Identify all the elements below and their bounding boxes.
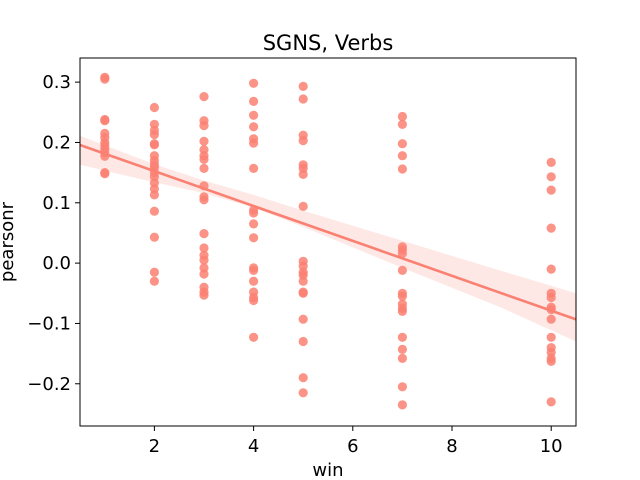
y-tick-label: 0.3 — [42, 72, 71, 93]
data-point — [298, 373, 308, 383]
data-point — [149, 276, 159, 286]
data-point — [298, 81, 308, 91]
data-point — [397, 306, 407, 316]
x-tick-label: 10 — [540, 436, 563, 457]
data-point — [149, 267, 159, 277]
data-point — [249, 295, 259, 306]
data-point — [397, 139, 407, 149]
data-point — [249, 332, 259, 342]
data-point — [546, 332, 556, 342]
data-point — [199, 136, 209, 146]
regression-line — [79, 143, 577, 321]
data-point — [199, 255, 209, 265]
data-point — [546, 264, 556, 274]
data-point — [397, 151, 407, 161]
data-point — [397, 248, 407, 259]
data-point — [249, 163, 259, 173]
x-tick-label: 8 — [446, 436, 457, 457]
plot-frame — [79, 57, 577, 427]
data-point — [199, 121, 209, 131]
data-point — [546, 314, 556, 324]
data-point — [397, 353, 407, 363]
data-point — [199, 195, 209, 205]
data-point — [298, 336, 308, 347]
y-axis-ticks: −0.2 −0.1 0.0 0.1 0.2 0.3 — [27, 72, 80, 395]
data-point — [546, 356, 556, 366]
data-point — [249, 265, 259, 275]
data-point — [298, 314, 308, 324]
data-point — [199, 290, 209, 300]
data-point — [149, 190, 159, 200]
data-point — [249, 219, 259, 229]
data-point — [199, 243, 209, 253]
data-point — [199, 92, 209, 102]
y-tick-label: −0.2 — [27, 374, 71, 395]
x-axis-label: win — [312, 460, 343, 480]
data-point — [100, 116, 110, 126]
data-point — [546, 223, 556, 233]
data-point — [397, 400, 407, 410]
y-tick-label: −0.1 — [27, 313, 71, 334]
data-point — [546, 157, 556, 167]
data-point — [298, 276, 308, 286]
data-point — [397, 119, 407, 129]
data-point — [199, 154, 209, 164]
data-point — [249, 122, 259, 132]
data-point — [298, 388, 308, 398]
data-point — [199, 269, 209, 279]
data-point — [298, 136, 308, 146]
data-point — [249, 138, 259, 148]
x-tick-label: 6 — [347, 436, 358, 457]
data-point — [298, 169, 308, 179]
data-point — [149, 232, 159, 242]
x-tick-label: 2 — [149, 436, 160, 457]
data-point — [397, 265, 407, 275]
data-point — [249, 233, 259, 243]
data-point — [397, 291, 407, 301]
y-tick-label: 0.1 — [42, 193, 71, 214]
data-point — [546, 185, 556, 195]
x-tick-label: 4 — [248, 436, 259, 457]
data-point — [397, 332, 407, 342]
data-point — [249, 208, 259, 218]
regression-line-layer — [79, 143, 577, 321]
data-point — [199, 229, 209, 239]
data-point — [546, 397, 556, 407]
data-point — [298, 94, 308, 104]
data-point — [199, 163, 209, 173]
data-point — [149, 130, 159, 140]
y-axis-label: pearsonr — [0, 201, 18, 282]
data-point — [397, 382, 407, 392]
data-point — [546, 172, 556, 182]
data-point — [249, 110, 259, 120]
data-point — [397, 164, 407, 174]
data-point — [249, 276, 259, 286]
data-point — [149, 102, 159, 113]
data-point — [149, 206, 159, 216]
data-point — [249, 96, 259, 106]
data-point — [100, 169, 110, 179]
data-point — [397, 111, 407, 122]
data-point — [100, 74, 110, 84]
y-tick-label: 0.0 — [42, 253, 71, 274]
data-point — [397, 344, 407, 354]
data-points-layer — [100, 72, 556, 410]
data-point — [546, 292, 556, 303]
chart-title: SGNS, Verbs — [263, 31, 394, 55]
data-point — [149, 140, 159, 150]
y-tick-label: 0.2 — [42, 132, 71, 153]
data-point — [298, 288, 308, 298]
x-axis-ticks: 2 4 6 8 10 — [149, 426, 563, 457]
data-point — [298, 201, 308, 211]
data-point — [249, 78, 259, 88]
